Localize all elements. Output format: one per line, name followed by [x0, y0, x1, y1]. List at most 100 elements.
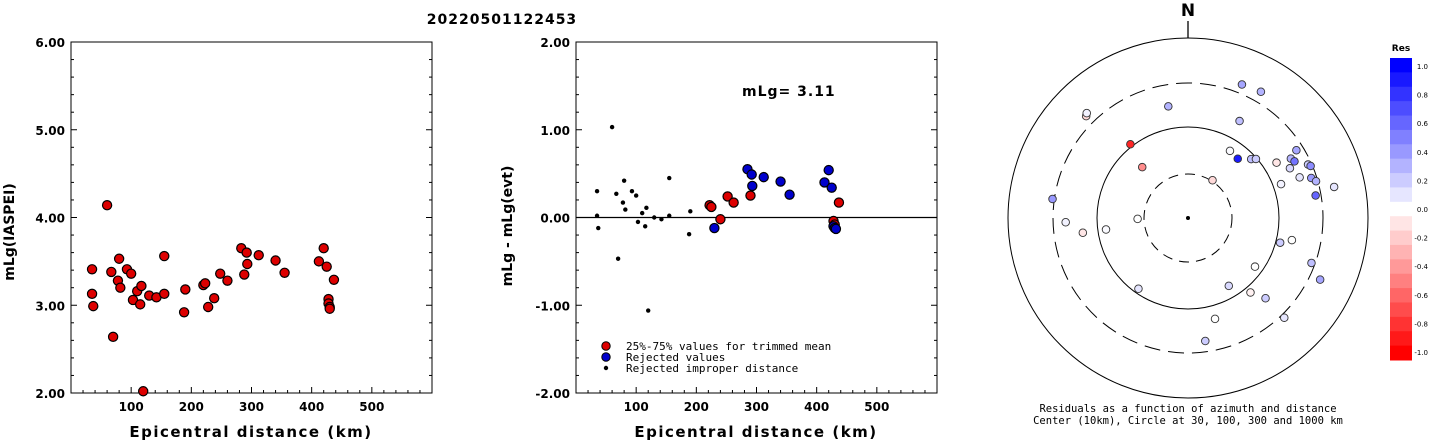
magnitude-point — [215, 268, 226, 279]
station-residual-point — [1126, 139, 1135, 149]
improper-distance-point — [635, 219, 641, 225]
station-residual-point — [1250, 262, 1260, 271]
plot2-legend: 25%-75% values for trimmed meanRejected … — [601, 340, 831, 375]
colorbar-cell — [1390, 244, 1412, 260]
residual-distance-plot: 100 200 300 400 500 -2.00 -1.00 0.00 1.00 2.00 mL… — [500, 36, 938, 441]
magnitude-point — [318, 243, 329, 254]
rejected-point — [784, 189, 795, 200]
station-residual-point — [1261, 294, 1270, 303]
station-residual-point — [1311, 191, 1320, 200]
magnitude-distance-plot: 100 200 300 400 500 2.00 3.00 4.00 5.00 6.00 Epic… — [2, 36, 433, 441]
ring-100km — [1096, 126, 1280, 310]
station-residual-point — [1280, 313, 1289, 322]
polar-caption-line1: Residuals as a function of azimuth and d… — [1039, 403, 1336, 415]
plot2-ylabel: mLg - mLg(evt) — [500, 166, 516, 287]
station-residual-point — [1285, 164, 1295, 173]
station-residual-point — [1272, 158, 1281, 167]
p2-ytick-label: 2.00 — [540, 36, 570, 50]
colorbar-label: -0.2 — [1414, 235, 1428, 243]
colorbar-cell — [1390, 288, 1412, 303]
improper-distance-point — [633, 193, 639, 198]
p1-xtick-label: 400 — [299, 400, 324, 414]
colorbar-cell — [1390, 72, 1412, 88]
colorbar-cell — [1390, 316, 1412, 332]
colorbar-cell — [1390, 302, 1412, 318]
ring-300km — [1052, 82, 1324, 354]
colorbar-title: Res — [1392, 44, 1410, 54]
colorbar-cell — [1390, 144, 1412, 160]
magnitude-point — [86, 264, 98, 275]
colorbar-cell — [1390, 273, 1412, 289]
improper-distance-point — [642, 224, 648, 229]
rejected-point — [758, 171, 769, 183]
station-residual-point — [1078, 228, 1088, 238]
station-residual-point — [1276, 179, 1286, 189]
colorbar-cell — [1390, 86, 1412, 102]
trimmed-mean-point — [706, 201, 717, 213]
plot1-xlabel: Epicentral distance (km) — [129, 423, 372, 441]
station-residual-point — [1133, 214, 1142, 224]
colorbar-cell — [1390, 115, 1412, 131]
p2-ytick-label: 0.00 — [540, 212, 570, 226]
magnitude-point — [324, 303, 335, 314]
colorbar-label: 0.2 — [1417, 177, 1428, 185]
magnitude-point — [242, 258, 253, 270]
ring-30km — [1143, 173, 1233, 263]
magnitude-point — [101, 200, 113, 211]
magnitude-point — [270, 255, 281, 266]
magnitude-point — [313, 256, 325, 267]
improper-distance-point — [646, 308, 651, 313]
p2-xtick-label: 500 — [864, 400, 889, 414]
p1-ytick-label: 3.00 — [35, 299, 65, 313]
legend-marker — [603, 365, 609, 371]
p1-ytick-label: 6.00 — [35, 36, 65, 50]
magnitude-point — [159, 250, 170, 262]
p2-xtick-label: 400 — [804, 400, 829, 414]
magnitude-point — [134, 299, 146, 310]
p2-ytick-label: 1.00 — [540, 124, 570, 138]
improper-distance-point — [629, 188, 635, 194]
station-residual-point — [1311, 177, 1321, 186]
magnitude-point — [115, 282, 126, 293]
station-residual-point — [1061, 218, 1070, 227]
colorbar-label: -0.4 — [1414, 263, 1428, 271]
residual-colorbar: Res 1.0 0.8 0.6 0.4 0.2 0.0 -0.2 -0.4 -0.6 -0.8 -1… — [1390, 44, 1429, 361]
improper-distance-point — [686, 231, 692, 237]
rejected-point — [830, 223, 842, 235]
station-residual-point — [1233, 154, 1243, 163]
station-residual-point — [1237, 80, 1247, 89]
rejected-point — [746, 169, 757, 180]
magnitude-point — [222, 275, 233, 286]
trimmed-mean-point — [715, 214, 726, 225]
magnitude-point — [107, 331, 119, 343]
improper-distance-point — [644, 205, 649, 211]
improper-distance-point — [615, 256, 621, 261]
station-residual-point — [1201, 336, 1210, 346]
station-residual-point — [1295, 173, 1304, 182]
colorbar-cell — [1390, 259, 1412, 275]
p1-xtick-label: 500 — [359, 400, 384, 414]
p2-xtick-label: 100 — [624, 400, 649, 414]
improper-distance-point — [652, 215, 657, 220]
improper-distance-point — [659, 217, 664, 222]
colorbar-cell — [1390, 345, 1412, 361]
colorbar-label: 0.0 — [1417, 206, 1428, 214]
station-residual-point — [1287, 235, 1297, 245]
colorbar-label: 1.0 — [1417, 63, 1428, 71]
magnitude-point — [86, 288, 98, 300]
station-residual-point — [1134, 284, 1143, 294]
trimmed-mean-point — [745, 190, 756, 201]
trimmed-mean-point — [722, 191, 733, 202]
p1-xtick-label: 100 — [119, 400, 144, 414]
epicenter-dot — [1186, 216, 1190, 220]
magnitude-point — [136, 280, 147, 292]
station-residual-point — [1256, 87, 1266, 96]
magnitude-point — [321, 261, 332, 272]
station-residual-point — [1235, 116, 1244, 126]
rejected-point — [747, 180, 758, 192]
station-residual-point — [1292, 146, 1301, 155]
colorbar-label: -0.6 — [1414, 292, 1428, 300]
magnitude-point — [328, 274, 340, 286]
improper-distance-point — [614, 191, 619, 197]
